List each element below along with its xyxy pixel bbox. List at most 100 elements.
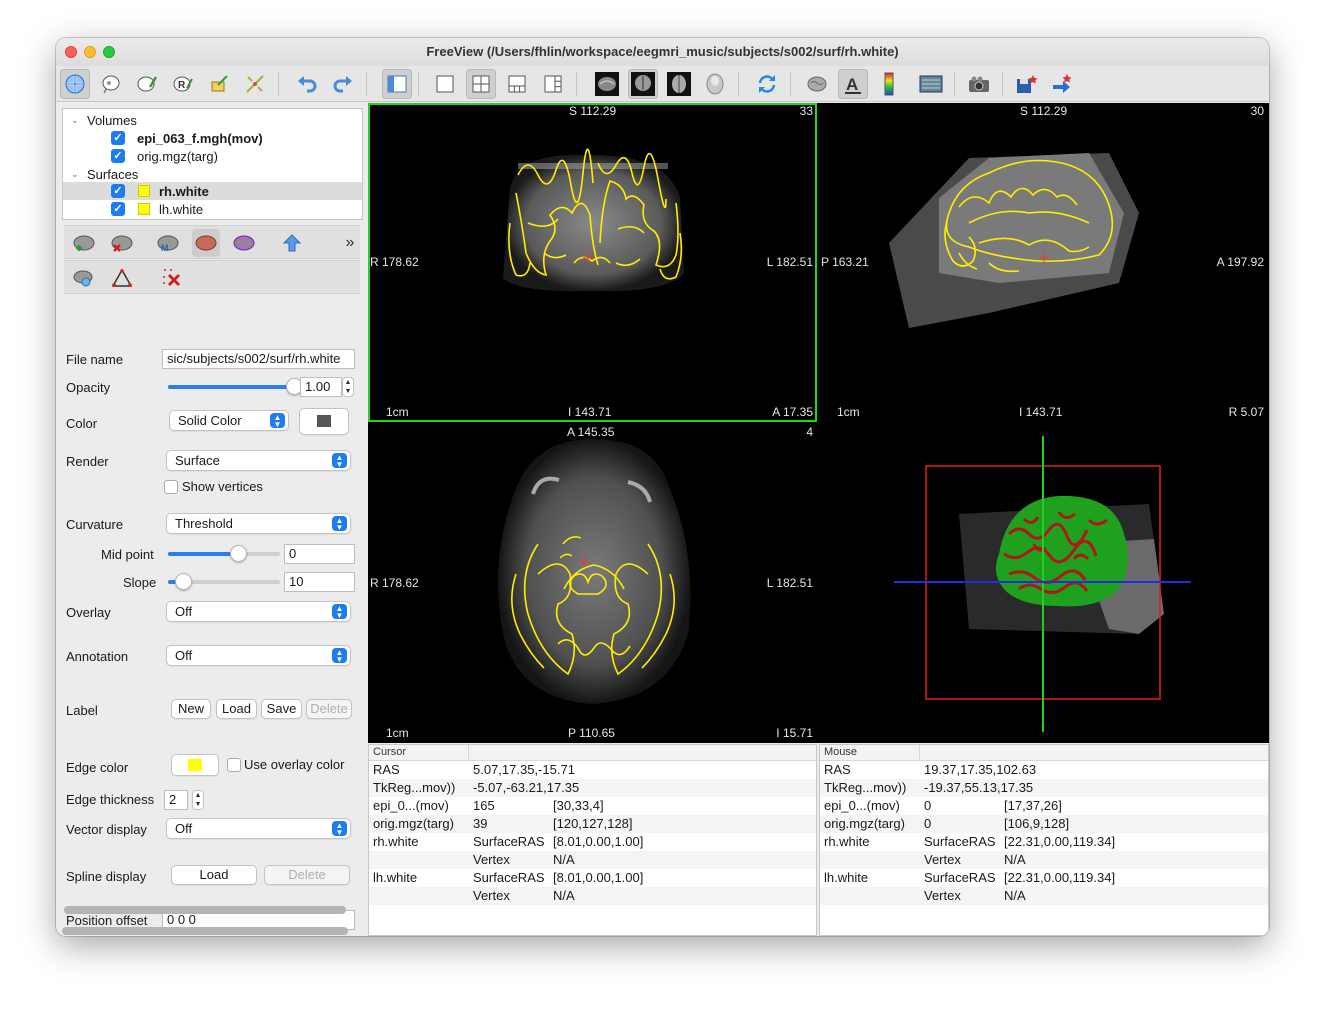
table-row: rh.white SurfaceRAS [22.31,0.00,119.34] — [820, 833, 1268, 851]
color-mode-select[interactable]: Solid Color ▲ ▼ — [169, 410, 289, 431]
tree-group-surfaces[interactable]: ⌄ Surfaces — [63, 165, 362, 183]
undo-button[interactable] — [292, 69, 322, 99]
surface-inflated-button[interactable] — [192, 229, 220, 257]
surface-triangle-button[interactable] — [108, 264, 136, 292]
vector-display-select[interactable]: Off ▲ ▼ — [166, 818, 351, 839]
freeview-window: FreeView (/Users/fhlin/workspace/eegmri_… — [56, 38, 1269, 936]
axial-view-button[interactable] — [664, 69, 694, 99]
label-save-button[interactable]: Save — [261, 699, 302, 719]
close-surface-button[interactable] — [108, 229, 136, 257]
3d-view-button[interactable] — [700, 69, 730, 99]
save-point-button[interactable] — [1012, 69, 1042, 99]
minimize-window-button[interactable] — [84, 46, 96, 58]
surface-path-button[interactable] — [70, 264, 98, 292]
render-select[interactable]: Surface ▲ ▼ — [166, 450, 351, 471]
more-tools-button[interactable]: » — [336, 229, 364, 257]
label-load-button[interactable]: Load — [216, 699, 257, 719]
checkbox-checked-icon[interactable]: ✓ — [111, 131, 125, 145]
chevron-down-icon[interactable]: ⌄ — [71, 114, 79, 125]
toggle-panel-button[interactable] — [382, 69, 412, 99]
midpoint-slider-knob[interactable] — [230, 545, 247, 562]
show-annotation-button[interactable]: A — [838, 69, 868, 99]
redo-button[interactable] — [328, 69, 358, 99]
main-toolbar: R — [56, 66, 1269, 102]
layout-2x2-button[interactable] — [466, 69, 496, 99]
show-surface-button[interactable] — [802, 69, 832, 99]
roi-edit-button[interactable]: R — [168, 69, 198, 99]
spline-load-button[interactable]: Load — [171, 865, 257, 885]
opacity-slider[interactable] — [168, 378, 303, 395]
panel-horizontal-scrollbar[interactable] — [62, 927, 348, 935]
reset-view-button[interactable] — [752, 69, 782, 99]
render-value: Surface — [175, 453, 220, 468]
edge-color-picker[interactable] — [171, 754, 219, 776]
coronal-view-button[interactable] — [628, 69, 658, 99]
goto-point-button[interactable] — [1048, 69, 1078, 99]
contour-button[interactable] — [240, 69, 270, 99]
row-extra: [106,9,128] — [1004, 816, 1070, 831]
tree-item-volume[interactable]: ✓ epi_063_f.mgh(mov) — [63, 129, 362, 147]
props-horizontal-scrollbar[interactable] — [64, 906, 346, 914]
midpoint-slider[interactable] — [168, 545, 280, 562]
sagittal-image — [889, 153, 1139, 328]
sagittal-view-icon — [595, 72, 619, 96]
label-new-button[interactable]: New — [171, 699, 211, 719]
view-orientation-label: I 143.71 — [1019, 405, 1063, 419]
use-overlay-color-checkbox[interactable] — [227, 758, 241, 772]
opacity-input[interactable]: 1.00 — [300, 377, 342, 397]
layout-1and3-button[interactable] — [502, 69, 532, 99]
slope-slider-knob[interactable] — [175, 573, 192, 590]
sagittal-view[interactable]: S 112.29 30 P 163.21 A 197.92 I 143.71 R… — [819, 103, 1268, 422]
maximize-window-button[interactable] — [103, 46, 115, 58]
tree-item-surface-selected[interactable]: ✓ rh.white — [63, 182, 362, 200]
edge-thickness-stepper[interactable]: ▲ ▼ — [192, 790, 204, 810]
row-extra: N/A — [1004, 888, 1026, 903]
view-orientation-label: L 182.51 — [766, 576, 813, 590]
file-name-field[interactable]: sic/subjects/s002/surf/rh.white — [162, 349, 355, 369]
chevron-down-icon[interactable]: ⌄ — [71, 168, 79, 179]
axial-view-icon — [667, 72, 691, 96]
curvature-select[interactable]: Threshold ▲ ▼ — [166, 513, 351, 534]
svg-text:M: M — [161, 243, 169, 253]
coronal-view[interactable]: S 112.29 33 R 178.62 L 182.51 I 143.71 A… — [368, 103, 817, 422]
midpoint-label: Mid point — [101, 547, 154, 562]
navigate-button[interactable] — [60, 69, 90, 99]
snapshot-button[interactable] — [964, 69, 994, 99]
clear-marks-button[interactable] — [158, 264, 186, 292]
layout-1and3-horizontal-button[interactable] — [538, 69, 568, 99]
slope-input[interactable]: 10 — [284, 572, 355, 592]
solid-color-picker[interactable] — [299, 408, 349, 435]
colorbar-button[interactable] — [874, 69, 904, 99]
tree-group-volumes[interactable]: ⌄ Volumes — [63, 111, 362, 129]
tree-item-surface[interactable]: ✓ lh.white — [63, 200, 362, 218]
row-value: SurfaceRAS — [924, 870, 996, 885]
slope-slider[interactable] — [168, 573, 280, 590]
show-vertices-checkbox[interactable] — [164, 480, 178, 494]
show-coordinate-button[interactable] — [916, 69, 946, 99]
edge-thickness-input[interactable]: 2 — [164, 790, 188, 810]
arrow-up-icon — [282, 234, 302, 252]
surface-white-button[interactable] — [230, 229, 258, 257]
svg-text:R: R — [178, 80, 186, 91]
view-orientation-label: I 143.71 — [568, 405, 612, 419]
tree-item-volume[interactable]: ✓ orig.mgz(targ) — [63, 147, 362, 165]
annotation-select[interactable]: Off ▲ ▼ — [166, 645, 351, 666]
move-layer-up-button[interactable] — [278, 229, 306, 257]
overlay-select[interactable]: Off ▲ ▼ — [166, 601, 351, 622]
voxel-edit-button[interactable] — [96, 69, 126, 99]
checkbox-checked-icon[interactable]: ✓ — [111, 149, 125, 163]
checkbox-checked-icon[interactable]: ✓ — [111, 184, 125, 198]
row-label: orig.mgz(targ) — [373, 816, 454, 831]
layout-1x1-button[interactable] — [430, 69, 460, 99]
midpoint-input[interactable]: 0 — [284, 544, 355, 564]
surface-main-button[interactable]: M — [154, 229, 182, 257]
load-surface-button[interactable] — [70, 229, 98, 257]
point-set-edit-button[interactable] — [204, 69, 234, 99]
3d-view[interactable] — [819, 424, 1268, 743]
sagittal-view-button[interactable] — [592, 69, 622, 99]
close-window-button[interactable] — [65, 46, 77, 58]
axial-view[interactable]: A 145.35 4 R 178.62 L 182.51 P 110.65 I … — [368, 424, 817, 743]
recon-edit-button[interactable] — [132, 69, 162, 99]
opacity-stepper[interactable]: ▲ ▼ — [342, 377, 354, 397]
checkbox-checked-icon[interactable]: ✓ — [111, 202, 125, 216]
